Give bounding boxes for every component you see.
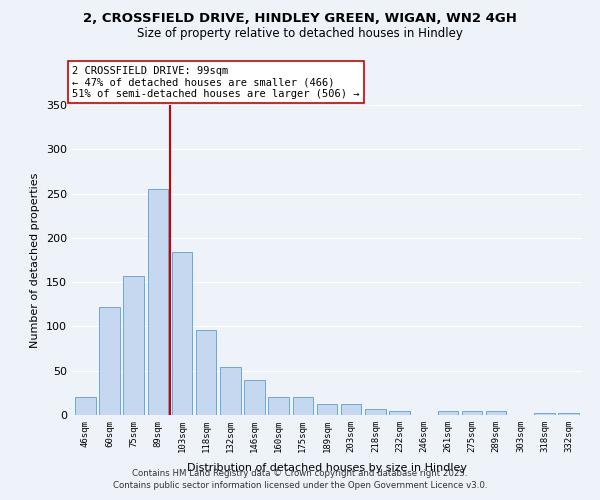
Bar [293,398,313,415]
Text: Size of property relative to detached houses in Hindley: Size of property relative to detached ho… [137,28,463,40]
Bar [559,413,579,415]
Bar [124,276,144,415]
Bar [268,398,289,415]
Bar [196,330,217,415]
Text: 2 CROSSFIELD DRIVE: 99sqm
← 47% of detached houses are smaller (466)
51% of semi: 2 CROSSFIELD DRIVE: 99sqm ← 47% of detac… [72,66,359,99]
Y-axis label: Number of detached properties: Number of detached properties [31,172,40,348]
Bar [365,409,386,415]
Bar [437,412,458,415]
Bar [317,404,337,415]
Bar [389,410,410,415]
Bar [75,398,95,415]
Bar [462,412,482,415]
X-axis label: Distribution of detached houses by size in Hindley: Distribution of detached houses by size … [187,463,467,473]
Bar [99,307,120,415]
Bar [486,412,506,415]
Text: Contains HM Land Registry data © Crown copyright and database right 2025.
Contai: Contains HM Land Registry data © Crown c… [113,469,487,490]
Bar [220,367,241,415]
Bar [244,380,265,415]
Text: 2, CROSSFIELD DRIVE, HINDLEY GREEN, WIGAN, WN2 4GH: 2, CROSSFIELD DRIVE, HINDLEY GREEN, WIGA… [83,12,517,26]
Bar [148,189,168,415]
Bar [341,404,361,415]
Bar [534,413,555,415]
Bar [172,252,192,415]
